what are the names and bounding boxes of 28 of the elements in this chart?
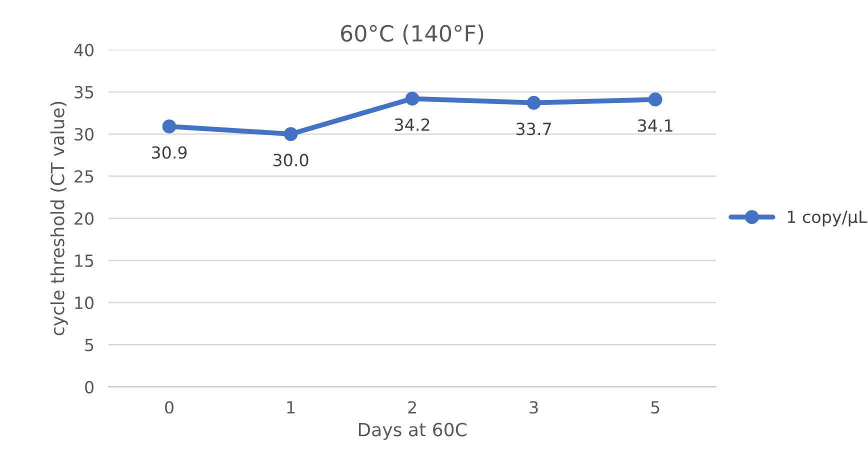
point — [405, 92, 420, 106]
data-label: 30.9 — [152, 146, 187, 159]
data-label: 30.0 — [273, 154, 308, 166]
x-axis-title: Days at 60C — [358, 422, 466, 440]
y-tick-label: 40 — [74, 44, 94, 56]
y-axis-title: cycle threshold (CT value) — [50, 102, 68, 336]
x-tick-label: 5 — [651, 401, 660, 414]
x-tick-label: 2 — [408, 401, 416, 414]
x-tick-label: 3 — [530, 401, 538, 414]
x-tick-label: 1 — [287, 401, 295, 414]
legend-label: 1 copy/μL — [788, 210, 868, 226]
data-label: 34.2 — [395, 118, 430, 131]
point — [648, 92, 662, 106]
y-tick-label: 20 — [74, 212, 94, 225]
x-tick-label: 0 — [165, 401, 174, 414]
y-tick-label: 0 — [85, 380, 94, 394]
y-tick-label: 10 — [75, 296, 94, 310]
y-tick-label: 25 — [74, 170, 94, 183]
y-tick-label: 35 — [74, 86, 94, 98]
point — [284, 127, 298, 141]
y-tick-label: 15 — [75, 254, 94, 268]
point — [526, 96, 541, 110]
y-tick-label: 5 — [85, 338, 94, 352]
data-label: 34.1 — [638, 119, 672, 132]
data-label: 33.7 — [516, 122, 551, 136]
chart-title: 60°C (140°F) — [341, 24, 484, 44]
y-tick-label: 30 — [74, 128, 94, 141]
point — [162, 120, 176, 134]
